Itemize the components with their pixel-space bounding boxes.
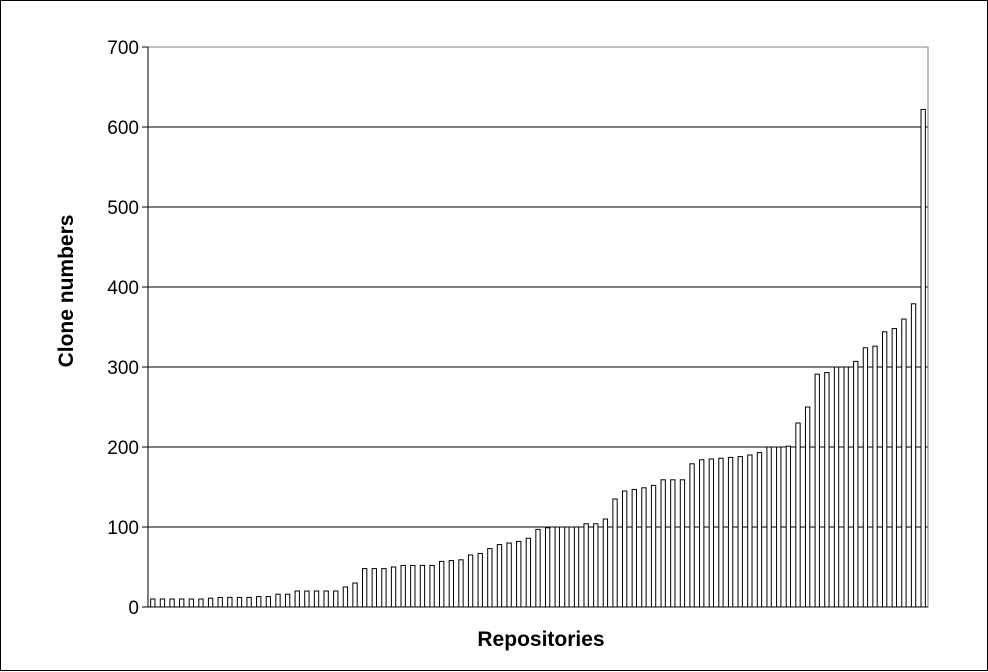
bar-2	[159, 598, 166, 608]
y-tick-label: 0	[128, 598, 139, 619]
y-tick-label: 200	[107, 438, 139, 459]
bar-63	[747, 454, 753, 608]
bar-3	[169, 598, 175, 608]
gridlines	[148, 46, 928, 528]
bar-13	[265, 596, 272, 608]
bar-20	[333, 590, 339, 608]
axes	[142, 46, 929, 608]
bar-51	[631, 488, 637, 608]
bar-23	[362, 568, 368, 608]
bar-60	[718, 457, 724, 608]
bar-79	[901, 318, 907, 608]
bar-1	[150, 598, 156, 608]
bar-35	[477, 552, 483, 608]
bar-19	[323, 590, 329, 608]
y-tick-labels: 0 100 200 300 400 500 600 700	[107, 38, 139, 619]
bar-68	[795, 422, 801, 608]
bar-67	[785, 445, 792, 608]
bar-81	[920, 108, 926, 608]
bar-65	[766, 446, 772, 608]
bar-56	[679, 479, 686, 608]
bar-80	[910, 303, 917, 608]
bar-70	[814, 373, 820, 608]
bar-61	[727, 456, 734, 608]
bar-54	[660, 479, 666, 608]
bar-57	[689, 463, 695, 608]
bar-62	[737, 456, 743, 608]
bar-77	[882, 331, 888, 608]
bar-42	[544, 527, 551, 608]
bar-4	[179, 598, 185, 608]
bar-43	[554, 526, 560, 608]
bar-66	[776, 446, 782, 608]
bar-75	[862, 347, 869, 608]
bar-76	[872, 345, 878, 608]
bar-25	[381, 568, 387, 608]
bar-21	[342, 586, 349, 608]
bar-59	[708, 458, 714, 608]
y-axis-title: Clone numbers	[55, 215, 78, 368]
bar-40	[525, 537, 532, 608]
bar-29	[419, 564, 426, 608]
bar-48	[602, 518, 609, 608]
bar-74	[853, 360, 859, 608]
bar-64	[756, 452, 763, 608]
bar-16	[294, 590, 300, 608]
bar-15	[284, 593, 291, 608]
bar-22	[352, 582, 358, 608]
bar-49	[612, 498, 618, 608]
bar-10	[236, 596, 243, 608]
bar-53	[650, 484, 657, 608]
bar-71	[824, 372, 830, 608]
bar-11	[246, 596, 252, 608]
bar-32	[448, 560, 455, 608]
bar-34	[467, 554, 474, 608]
y-tick-label: 600	[107, 118, 139, 139]
y-tick-label: 400	[107, 278, 139, 299]
bar-30	[429, 564, 435, 608]
bar-36	[487, 548, 493, 608]
bar-8	[217, 596, 223, 608]
bar-27	[400, 564, 406, 608]
y-tick-label: 500	[107, 198, 139, 219]
bar-45	[573, 526, 580, 608]
bar-6	[198, 598, 204, 608]
bar-38	[506, 542, 512, 608]
bar-24	[371, 568, 377, 608]
bar-44	[564, 526, 570, 608]
bar-73	[843, 366, 849, 608]
bar-12	[256, 596, 262, 608]
bars	[150, 108, 926, 608]
bar-58	[699, 459, 705, 608]
y-tick-label: 700	[107, 38, 139, 59]
bar-55	[670, 479, 676, 608]
bar-26	[390, 566, 397, 608]
bar-72	[833, 366, 840, 608]
bar-9	[227, 596, 233, 608]
bar-39	[516, 540, 522, 608]
bar-78	[891, 328, 897, 608]
bar-41	[535, 528, 541, 608]
bar-5	[188, 598, 194, 608]
bar-37	[496, 544, 503, 608]
bar-18	[313, 590, 320, 608]
bar-69	[804, 406, 811, 608]
bar-50	[622, 490, 628, 608]
bar-7	[207, 597, 214, 608]
bar-28	[410, 564, 416, 608]
plot-area-border	[147, 46, 929, 608]
bar-17	[304, 590, 310, 608]
bar-33	[458, 559, 464, 608]
bar-31	[439, 560, 445, 608]
bar-14	[275, 593, 281, 608]
bar-52	[641, 487, 647, 608]
y-tick-label: 300	[107, 358, 139, 379]
bar-47	[593, 523, 599, 608]
x-axis-title: Repositories	[477, 628, 604, 651]
bar-46	[583, 523, 589, 608]
y-tick-label: 100	[107, 518, 139, 539]
